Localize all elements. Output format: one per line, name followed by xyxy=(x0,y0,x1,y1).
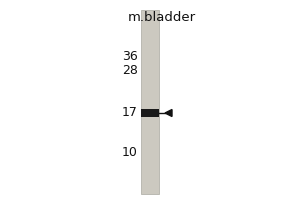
Text: m.bladder: m.bladder xyxy=(128,11,196,24)
Polygon shape xyxy=(165,109,172,116)
Text: 17: 17 xyxy=(122,106,138,119)
Bar xyxy=(141,10,159,194)
Text: 36: 36 xyxy=(122,50,138,64)
Text: 10: 10 xyxy=(122,146,138,158)
Bar xyxy=(141,109,159,117)
Text: 28: 28 xyxy=(122,64,138,77)
